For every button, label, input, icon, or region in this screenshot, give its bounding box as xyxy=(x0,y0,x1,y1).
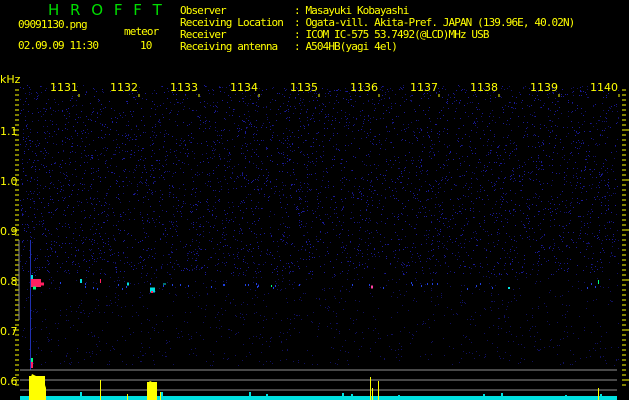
echo-histogram xyxy=(20,369,617,400)
histogram-bar xyxy=(565,395,567,400)
x-tick-label: 1140 xyxy=(590,81,618,94)
y-tick-label: 0.6 xyxy=(0,375,18,388)
meteor-echo xyxy=(150,287,155,293)
meteor-echo xyxy=(80,279,82,283)
datetime: 02.09.09 11:30 xyxy=(18,39,99,52)
x-tick-label: 1134 xyxy=(230,81,258,94)
axes: 1.1 1.0 0.9 0.8 0.7 0.6 1131 1132 1133 1134 1135 11… xyxy=(0,81,629,388)
histogram-bar xyxy=(342,393,344,400)
antenna-value: : A504HB(yagi 4el) xyxy=(294,40,398,53)
x-tick-label: 1133 xyxy=(170,81,198,94)
meteor-echo xyxy=(33,286,36,290)
histogram-bar xyxy=(266,394,268,400)
meteor-count: 10 xyxy=(140,39,152,52)
location-label: Receiving Location xyxy=(180,16,284,29)
meteor-echo xyxy=(271,285,272,287)
x-tick-label: 1136 xyxy=(350,81,378,94)
meteor-echo xyxy=(100,279,101,283)
histogram-bar xyxy=(351,394,353,400)
y-tick-label: 1.1 xyxy=(0,125,18,138)
histogram-bar xyxy=(370,377,371,400)
histogram-bar xyxy=(29,374,46,400)
y-tick-label: 0.7 xyxy=(0,325,18,338)
meteor-echo xyxy=(36,282,44,286)
histogram-bar xyxy=(378,381,379,400)
meteor-echo xyxy=(163,283,166,285)
histogram-bar xyxy=(357,396,359,400)
meteor-echo xyxy=(598,280,599,284)
meteor-echo xyxy=(30,362,33,368)
x-tick-label: 1138 xyxy=(470,81,498,94)
receiver-label: Receiver xyxy=(180,28,227,41)
x-tick-label: 1131 xyxy=(50,81,78,94)
meteor-label: meteor xyxy=(124,25,159,38)
histogram-bar xyxy=(501,393,503,400)
histogram-bar xyxy=(131,396,133,400)
meteor-echo xyxy=(30,275,33,279)
app-title: H R O F F T xyxy=(48,1,165,19)
x-tick-label: 1139 xyxy=(530,81,558,94)
observer-label: Observer xyxy=(180,4,227,17)
histogram-bar xyxy=(375,396,377,400)
histogram-bar xyxy=(410,397,412,400)
meteor-echo xyxy=(31,358,33,362)
antenna-label: Receiving antenna xyxy=(180,40,278,53)
histogram-bar xyxy=(598,388,599,400)
observer-value: : Masayuki Kobayashi xyxy=(294,4,409,17)
x-tick-label: 1137 xyxy=(410,81,438,94)
histogram-bar xyxy=(398,395,400,400)
meteor-echo xyxy=(508,287,510,289)
meteor-echo xyxy=(371,285,373,289)
x-tick-label: 1135 xyxy=(290,81,318,94)
histogram-bar xyxy=(249,392,251,400)
histogram-bar xyxy=(80,392,82,400)
histogram-bar xyxy=(160,392,161,400)
histogram-bar xyxy=(372,388,373,400)
filename: 09091130.png xyxy=(18,18,88,31)
spectrogram-noise xyxy=(20,85,619,366)
histogram-bar xyxy=(100,380,101,400)
histogram-bar xyxy=(483,394,485,400)
histogram-bar xyxy=(600,394,602,400)
histogram-bar xyxy=(127,394,128,400)
meteor-echoes xyxy=(30,240,599,370)
histogram-bar xyxy=(161,392,163,400)
y-tick-label: 1.0 xyxy=(0,175,18,188)
histogram-baseline xyxy=(20,396,617,400)
y-tick-label: 0.8 xyxy=(0,275,18,288)
y-axis-unit: kHz xyxy=(0,73,21,86)
meteor-echo xyxy=(151,291,153,293)
meteor-echo xyxy=(127,282,129,286)
histogram-bar xyxy=(147,381,156,400)
y-tick-label: 0.9 xyxy=(0,225,18,238)
x-tick-label: 1132 xyxy=(110,81,138,94)
receiver-value: : ICOM IC-575 53.7492(@LCD)MHz USB xyxy=(294,28,489,41)
location-value: : Ogata-vill. Akita-Pref. JAPAN (139.96E… xyxy=(294,16,575,29)
